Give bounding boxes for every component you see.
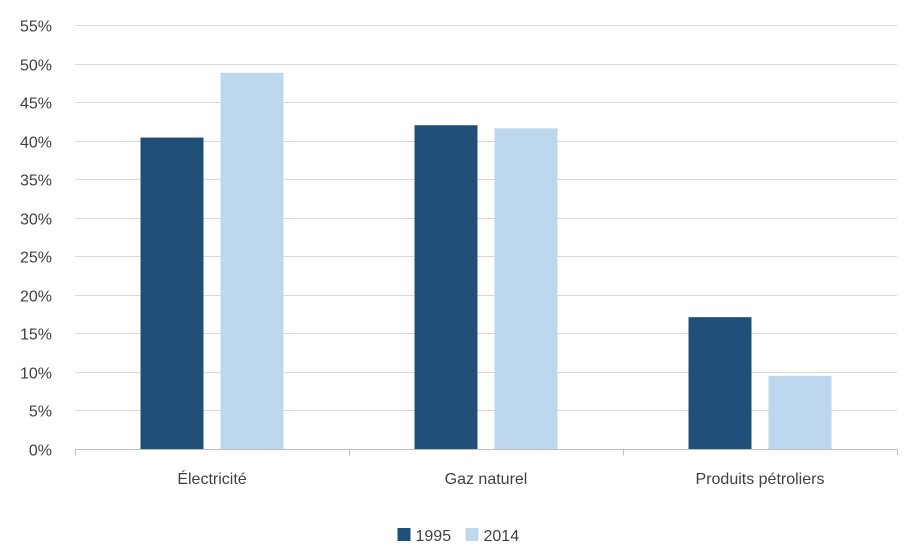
y-tick-label: 20% [20,289,52,306]
category-label: Électricité [177,469,246,488]
y-tick-label: 45% [20,96,52,113]
y-tick-label: 35% [20,173,52,190]
y-tick-label: 5% [29,404,52,421]
bars [140,72,832,450]
y-axis-ticks: 0% 5% 10% 15% 20% 25% 30% 35% 40% 45% 50% 55% [20,19,52,460]
bar-2014-1 [494,128,558,449]
y-tick-label: 30% [20,212,52,229]
y-tick-label: 50% [20,58,52,75]
bar-1995-0 [140,137,204,449]
bar-2014-2 [768,375,832,449]
legend-label: 2014 [484,528,520,545]
bar-1995-1 [414,125,478,449]
bar-2014-0 [220,72,284,450]
y-tick-label: 15% [20,327,52,344]
y-tick-label: 25% [20,250,52,267]
y-tick-label: 55% [20,19,52,36]
category-label: Gaz naturel [445,471,528,488]
legend-label: 1995 [416,528,452,545]
y-tick-label: 0% [29,443,52,460]
x-axis [75,449,898,456]
bar-1995-2 [688,317,752,449]
gridlines [75,25,897,411]
y-tick-label: 40% [20,135,52,152]
legend-swatch-1995 [397,528,411,541]
category-labels: Électricité Gaz naturel Produits pétrolier… [177,469,824,488]
y-tick-label: 10% [20,366,52,383]
legend-swatch-2014 [465,528,479,541]
legend: 1995 2014 [397,528,520,545]
category-label: Produits pétroliers [696,471,825,488]
